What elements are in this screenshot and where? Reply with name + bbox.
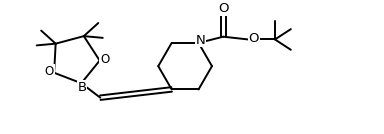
Text: O: O <box>45 65 54 78</box>
Text: N: N <box>195 34 205 47</box>
Text: B: B <box>78 81 87 94</box>
Text: O: O <box>100 53 109 66</box>
Text: O: O <box>249 32 259 45</box>
Text: O: O <box>218 2 228 15</box>
